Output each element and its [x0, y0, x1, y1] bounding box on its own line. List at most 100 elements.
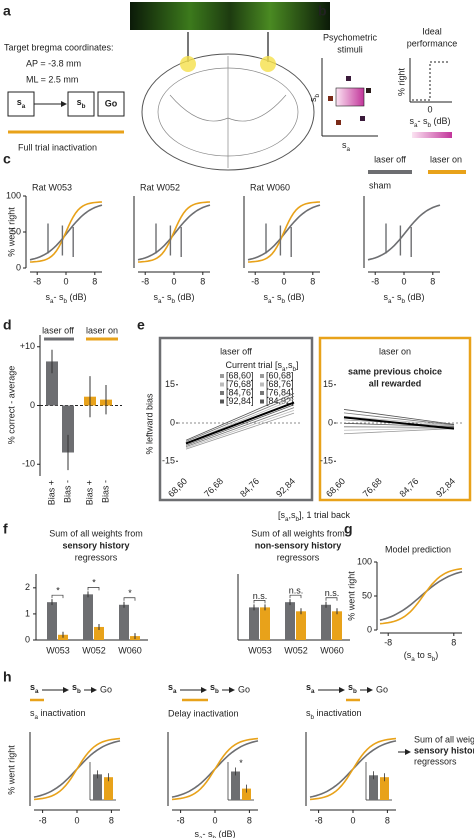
x-tick-label: 0 — [63, 276, 68, 286]
legend-marker — [220, 382, 224, 387]
subscript: b — [353, 688, 357, 695]
curve-off — [379, 571, 463, 621]
x-tick-label: 92,84 — [434, 476, 457, 499]
subscript: a — [282, 366, 286, 373]
box — [67, 91, 95, 117]
text-part: ) — [435, 650, 438, 660]
stimulus — [336, 120, 341, 125]
box — [97, 91, 125, 117]
brain-outline — [141, 53, 315, 171]
sig-label: * — [92, 578, 96, 588]
axis-label: % right — [396, 67, 406, 96]
trend-line — [185, 395, 295, 442]
axis-label: sa- sb (dB) — [45, 292, 86, 304]
legend-label: [92,84] — [226, 396, 254, 406]
trend-line — [343, 412, 455, 426]
x-tick-label: -8 — [177, 815, 185, 825]
bar — [62, 405, 74, 453]
trend-line — [343, 427, 455, 431]
subscript: a — [414, 122, 418, 129]
caption: Full trial inactivation — [18, 142, 97, 152]
axis-label: % went right — [346, 571, 356, 621]
frame — [318, 336, 472, 502]
text-part: ,s — [288, 510, 296, 520]
subscript: b — [296, 516, 300, 523]
mean-line — [343, 416, 455, 430]
text-part: ], 1 trial back — [299, 510, 351, 520]
schematic-label: sa — [306, 682, 315, 694]
x-tick-label: -8 — [384, 637, 392, 647]
x-tick-label: Bias + — [46, 480, 56, 505]
chart-title: Model prediction — [385, 544, 451, 554]
schematic-label: Go — [238, 684, 250, 694]
text-part: (dB) — [285, 292, 305, 302]
bar — [83, 594, 93, 640]
chart-title: non-sensory history — [255, 540, 342, 550]
x-tick-label: 76,68 — [361, 476, 384, 499]
legend-marker — [220, 399, 224, 404]
note: same previous choice — [348, 366, 442, 376]
plot-title: Rat W060 — [250, 182, 290, 192]
trend-line — [185, 398, 295, 444]
x-tick-label: W052 — [82, 645, 106, 655]
y-tick-label: -15 — [320, 456, 333, 466]
note: Sum of all weights from — [414, 734, 474, 744]
x-tick-label: -8 — [39, 815, 47, 825]
chart-title: regressors — [75, 552, 118, 562]
subscript: b — [432, 656, 436, 663]
sig-label: n.s. — [253, 591, 268, 601]
y-tick-label: 50 — [11, 226, 21, 236]
x-tick-label: -8 — [371, 276, 379, 286]
note: regressors — [414, 756, 457, 766]
box-title: laser off — [220, 346, 252, 356]
y-tick-label: 0 — [16, 262, 21, 272]
axis-label: sb — [308, 94, 320, 103]
text-part: - s — [271, 292, 281, 302]
x-tick-label: 68,60 — [324, 476, 347, 499]
coordinate: AP = -3.8 mm — [26, 58, 81, 68]
subscript: b — [427, 122, 431, 129]
subscript: a — [199, 835, 203, 838]
schematic-label: sb — [210, 682, 219, 694]
axis-label: [sa,sb], 1 trial back — [278, 510, 351, 522]
frame — [158, 336, 314, 502]
legend-label: [76,84] — [266, 387, 294, 397]
x-tick-label: Bias - — [62, 480, 72, 503]
legend-marker — [220, 391, 224, 395]
text-part: s — [306, 682, 311, 692]
axis-label: sa- sb (dB) — [383, 292, 424, 304]
curve-off — [29, 204, 103, 261]
panel-letter: b — [318, 3, 327, 19]
x-tick-label: 92,84 — [274, 476, 297, 499]
trend-line — [185, 409, 295, 449]
bar — [231, 771, 240, 800]
legend-marker — [260, 382, 264, 387]
mean-line — [185, 401, 295, 445]
y-tick-label: 15 — [323, 379, 333, 389]
subscript: a — [35, 714, 39, 721]
y-tick-label: -15 — [162, 456, 175, 466]
subscript: b — [311, 714, 315, 721]
text-part: s — [30, 708, 35, 718]
sig-bracket — [87, 586, 100, 591]
x-tick-label: Bias - — [100, 480, 110, 503]
subscript: a — [35, 688, 39, 695]
sig-label: * — [56, 586, 60, 596]
stimulus-band — [335, 87, 365, 107]
trend-line — [343, 409, 455, 425]
text-part: (dB) — [405, 292, 425, 302]
text-part: s — [210, 682, 215, 692]
curve-on — [29, 201, 103, 263]
heading: Ideal — [422, 26, 442, 36]
x-tick-label: 0 — [74, 815, 79, 825]
y-tick-label: 0 — [367, 624, 372, 634]
y-tick-label: 1 — [25, 608, 30, 618]
text-part: s — [263, 292, 268, 302]
text-part: - s — [391, 292, 401, 302]
chart-title: Sum of all weights from — [49, 528, 143, 538]
bar — [380, 777, 389, 800]
curve-on — [379, 567, 463, 625]
subscript: a — [411, 656, 415, 663]
